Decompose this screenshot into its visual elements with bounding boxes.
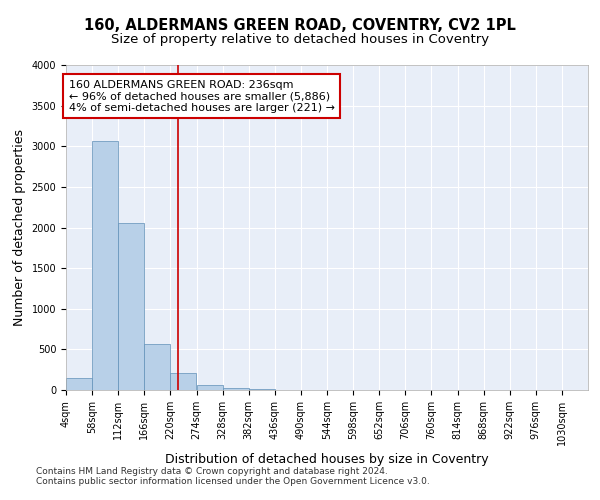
Y-axis label: Number of detached properties: Number of detached properties bbox=[13, 129, 26, 326]
Bar bbox=[249, 389, 275, 390]
Text: 160, ALDERMANS GREEN ROAD, COVENTRY, CV2 1PL: 160, ALDERMANS GREEN ROAD, COVENTRY, CV2… bbox=[84, 18, 516, 32]
Text: Contains HM Land Registry data © Crown copyright and database right 2024.: Contains HM Land Registry data © Crown c… bbox=[36, 467, 388, 476]
Text: Size of property relative to detached houses in Coventry: Size of property relative to detached ho… bbox=[111, 32, 489, 46]
Bar bbox=[197, 384, 223, 390]
Bar bbox=[118, 222, 144, 390]
Bar bbox=[145, 344, 170, 390]
Bar bbox=[66, 378, 92, 390]
Bar bbox=[223, 388, 249, 390]
Text: Contains public sector information licensed under the Open Government Licence v3: Contains public sector information licen… bbox=[36, 477, 430, 486]
Bar bbox=[170, 373, 196, 390]
Bar bbox=[92, 142, 118, 390]
X-axis label: Distribution of detached houses by size in Coventry: Distribution of detached houses by size … bbox=[165, 454, 489, 466]
Text: 160 ALDERMANS GREEN ROAD: 236sqm
← 96% of detached houses are smaller (5,886)
4%: 160 ALDERMANS GREEN ROAD: 236sqm ← 96% o… bbox=[69, 80, 335, 113]
